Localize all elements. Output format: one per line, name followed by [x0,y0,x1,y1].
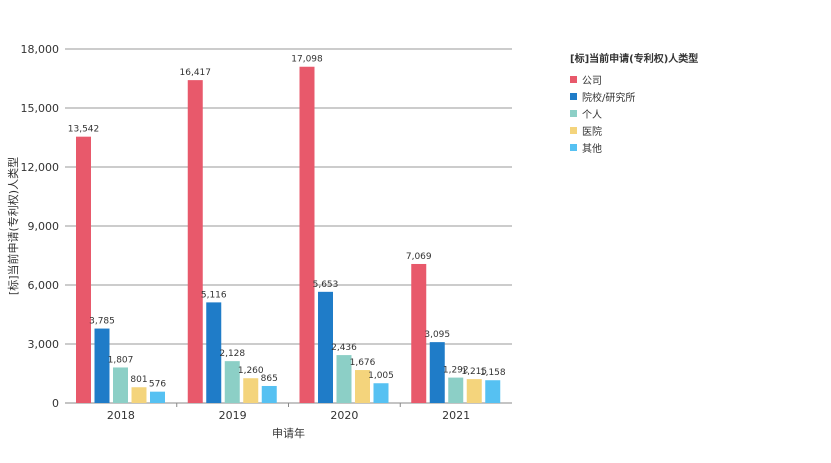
bar[interactable] [318,291,333,403]
data-label: 13,542 [68,125,100,135]
legend-label: 医院 [582,127,602,138]
legend-item[interactable]: 公司 [570,71,698,88]
legend-label: 院校/研究所 [582,93,636,104]
legend-item[interactable]: 医院 [570,122,698,139]
data-label: 1,158 [480,368,506,378]
data-label: 2,436 [331,343,357,353]
x-tick-label: 2018 [107,409,135,422]
data-label: 1,260 [238,366,264,376]
y-tick-label: 18,000 [21,43,60,56]
bar[interactable] [373,383,389,403]
legend-label: 个人 [582,110,602,121]
data-label: 1,807 [108,355,134,365]
bar[interactable] [448,377,464,403]
bar[interactable] [76,136,91,403]
y-tick-label: 15,000 [21,102,60,115]
legend-swatch [570,127,577,134]
data-label: 3,785 [89,317,115,327]
bar[interactable] [131,387,147,403]
bar[interactable] [355,370,370,403]
legend-title: [标]当前申请(专利权)人类型 [570,54,699,65]
bar[interactable] [466,379,482,403]
bar[interactable] [187,80,203,404]
data-label: 5,116 [201,290,227,300]
bar[interactable] [261,385,277,403]
data-label: 1,005 [368,371,394,381]
data-label: 2,128 [219,349,245,359]
data-label: 801 [130,375,147,385]
y-tick-label: 6,000 [28,279,60,292]
x-tick-label: 2019 [219,409,247,422]
bar[interactable] [485,380,501,403]
y-tick-label: 3,000 [28,338,60,351]
bar[interactable] [224,361,240,403]
legend-swatch [570,93,577,100]
legend: [标]当前申请(专利权)人类型 公司院校/研究所 个人医院其他 [570,50,698,156]
legend-label: 公司 [582,76,602,87]
x-axis-title: 申请年 [272,426,305,440]
legend-label: 其他 [582,144,602,155]
x-tick-label: 2020 [330,409,358,422]
data-label: 576 [149,380,166,390]
legend-swatch [570,76,577,83]
legend-item[interactable]: 其他 [570,139,698,156]
data-label: 3,095 [424,330,450,340]
data-label: 865 [261,374,278,384]
legend-item[interactable]: 个人 [570,105,698,122]
legend-swatch [570,144,577,151]
bar[interactable] [429,342,445,403]
bar[interactable] [206,302,222,403]
bar[interactable] [113,367,128,403]
bar[interactable] [150,391,165,403]
bar[interactable] [336,355,352,403]
y-axis-title: [标]当前申请(专利权)人类型 [6,157,20,295]
data-label: 1,676 [350,358,376,368]
data-label: 17,098 [291,55,323,65]
x-tick-label: 2021 [442,409,470,422]
y-tick-label: 9,000 [28,220,60,233]
bar[interactable] [411,263,427,403]
y-tick-label: 12,000 [21,161,60,174]
data-label: 5,653 [313,280,339,290]
data-label: 7,069 [406,252,432,262]
bar[interactable] [299,66,315,404]
bar[interactable] [94,328,110,403]
data-label: 16,417 [180,68,212,78]
legend-swatch [570,110,577,117]
data-label: 1,215 [461,367,487,377]
legend-item[interactable]: 院校/研究所 [570,88,698,105]
bar[interactable] [243,378,259,403]
data-label: 1,292 [443,366,469,376]
y-tick-label: 0 [52,397,59,410]
